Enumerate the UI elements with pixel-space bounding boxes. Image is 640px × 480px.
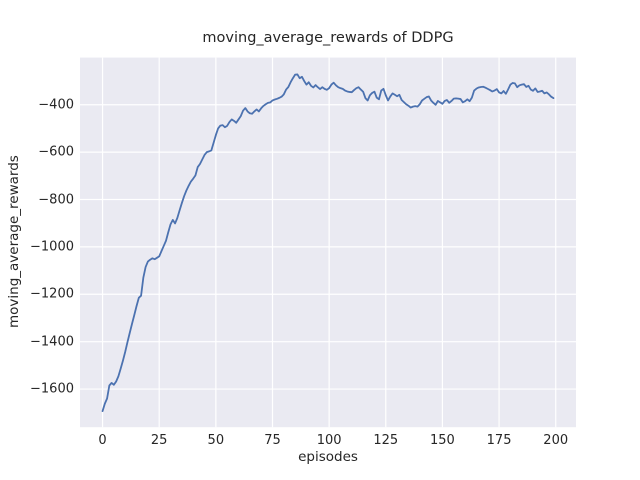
data-line bbox=[101, 73, 555, 412]
x-axis-label: episodes bbox=[298, 449, 358, 465]
y-axis-label: moving_average_rewards bbox=[6, 155, 22, 329]
y-tick-label: −600 bbox=[38, 144, 74, 160]
y-tick-label: −800 bbox=[38, 192, 74, 208]
x-tick-label: 125 bbox=[373, 433, 399, 448]
y-tick-label: −1000 bbox=[30, 239, 74, 255]
x-tick-label: 150 bbox=[430, 433, 455, 448]
x-tick-label: 100 bbox=[316, 433, 342, 448]
x-tick-label: 75 bbox=[264, 433, 281, 448]
chart-title: moving_average_rewards of DDPG bbox=[202, 30, 454, 46]
y-tick-label: −1600 bbox=[30, 381, 74, 397]
x-tick-label: 50 bbox=[207, 433, 225, 448]
x-tick-label: 25 bbox=[150, 433, 168, 448]
y-tick-label: −1200 bbox=[30, 286, 74, 302]
x-tick-label: 0 bbox=[98, 433, 107, 448]
x-tick-label: 200 bbox=[543, 433, 569, 448]
axes-background bbox=[80, 57, 576, 428]
y-tick-label: −400 bbox=[38, 97, 74, 113]
x-tick-label: 175 bbox=[486, 433, 512, 448]
y-tick-label: −1400 bbox=[30, 334, 74, 350]
